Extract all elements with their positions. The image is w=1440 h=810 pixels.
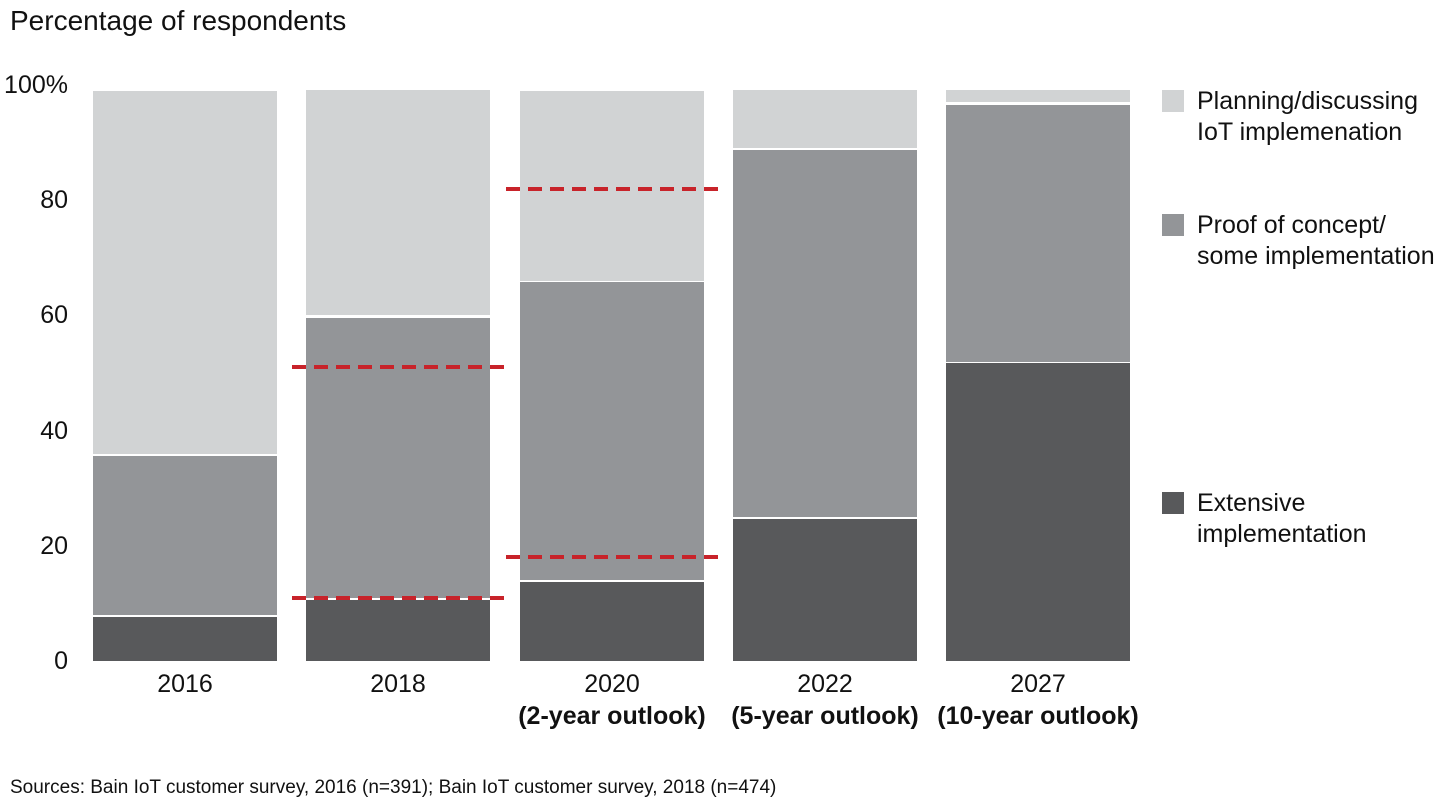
y-axis-tick-label: 60 — [40, 301, 68, 330]
bar-segment-2027-proof — [946, 102, 1130, 362]
reference-line-51pct — [292, 365, 504, 369]
bar-2018 — [306, 0, 490, 661]
bar-segment-2027-extensive — [946, 361, 1130, 661]
bar-segment-2020-extensive — [520, 580, 704, 661]
x-axis-label-2027: 2027 — [1010, 670, 1066, 698]
y-axis-tick-label: 80 — [40, 186, 68, 215]
bar-segment-2016-extensive — [93, 615, 277, 661]
legend-swatch-proof — [1162, 214, 1184, 236]
x-axis-sublabel-2020: (2-year outlook) — [518, 702, 706, 730]
bar-segment-2027-planning/discussing — [946, 90, 1130, 103]
legend-item-extensive: Extensive implementation — [1162, 488, 1367, 550]
y-axis-tick-label: 40 — [40, 416, 68, 445]
bar-segment-2020-planning/discussing — [520, 90, 704, 281]
bar-2022 — [733, 0, 917, 661]
x-axis-label-2018: 2018 — [370, 670, 426, 698]
chart-title: Percentage of respondents — [10, 5, 347, 36]
bar-2016 — [93, 0, 277, 661]
bar-segment-2020-proof — [520, 280, 704, 581]
bar-segment-2018-planning/discussing — [306, 90, 490, 316]
reference-line-18pct — [506, 555, 718, 559]
legend-label-extensive: Extensive implementation — [1197, 489, 1367, 548]
x-axis-sublabel-2022: (5-year outlook) — [731, 702, 919, 730]
bar-segment-2016-planning/discussing — [93, 90, 277, 454]
bar-segment-2018-proof — [306, 315, 490, 598]
legend-item-planning: Planning/discussing IoT implemenation — [1162, 86, 1418, 148]
bar-segment-2022-proof — [733, 148, 917, 517]
source-note: Sources: Bain IoT customer survey, 2016 … — [10, 777, 777, 798]
y-axis-tick-label: 100% — [4, 71, 68, 99]
x-axis-label-2022: 2022 — [797, 670, 853, 698]
reference-line-11pct — [292, 596, 504, 600]
bar-segment-2022-planning/discussing — [733, 90, 917, 149]
bar-segment-2018-extensive — [306, 598, 490, 661]
reference-line-82pct — [506, 187, 718, 191]
bar-2027 — [946, 0, 1130, 661]
legend-swatch-planning — [1162, 90, 1184, 112]
bar-segment-2022-extensive — [733, 517, 917, 661]
x-axis-label-2020: 2020 — [584, 670, 640, 698]
legend-item-proof: Proof of concept/some implementation — [1162, 210, 1435, 272]
x-axis-sublabel-2027: (10-year outlook) — [937, 702, 1139, 730]
y-axis-tick-label: 20 — [40, 531, 68, 560]
legend-swatch-extensive — [1162, 492, 1184, 514]
y-axis-tick-label: 0 — [54, 647, 68, 675]
legend-label-planning: Planning/discussing IoT implemenation — [1197, 87, 1418, 146]
bar-segment-2016-proof — [93, 453, 277, 615]
x-axis-label-2016: 2016 — [157, 670, 213, 698]
bar-2020 — [520, 0, 704, 661]
legend-label-proof: Proof of concept/some implementation — [1197, 211, 1435, 270]
